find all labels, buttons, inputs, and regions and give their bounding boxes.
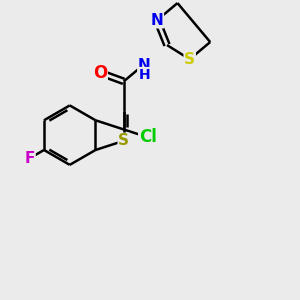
Text: S: S xyxy=(184,52,195,67)
Text: S: S xyxy=(118,133,129,148)
Text: N: N xyxy=(151,13,164,28)
Text: F: F xyxy=(25,151,35,166)
Text: O: O xyxy=(93,64,107,82)
Text: N: N xyxy=(138,58,151,73)
Text: Cl: Cl xyxy=(139,128,157,146)
Text: H: H xyxy=(138,68,150,82)
